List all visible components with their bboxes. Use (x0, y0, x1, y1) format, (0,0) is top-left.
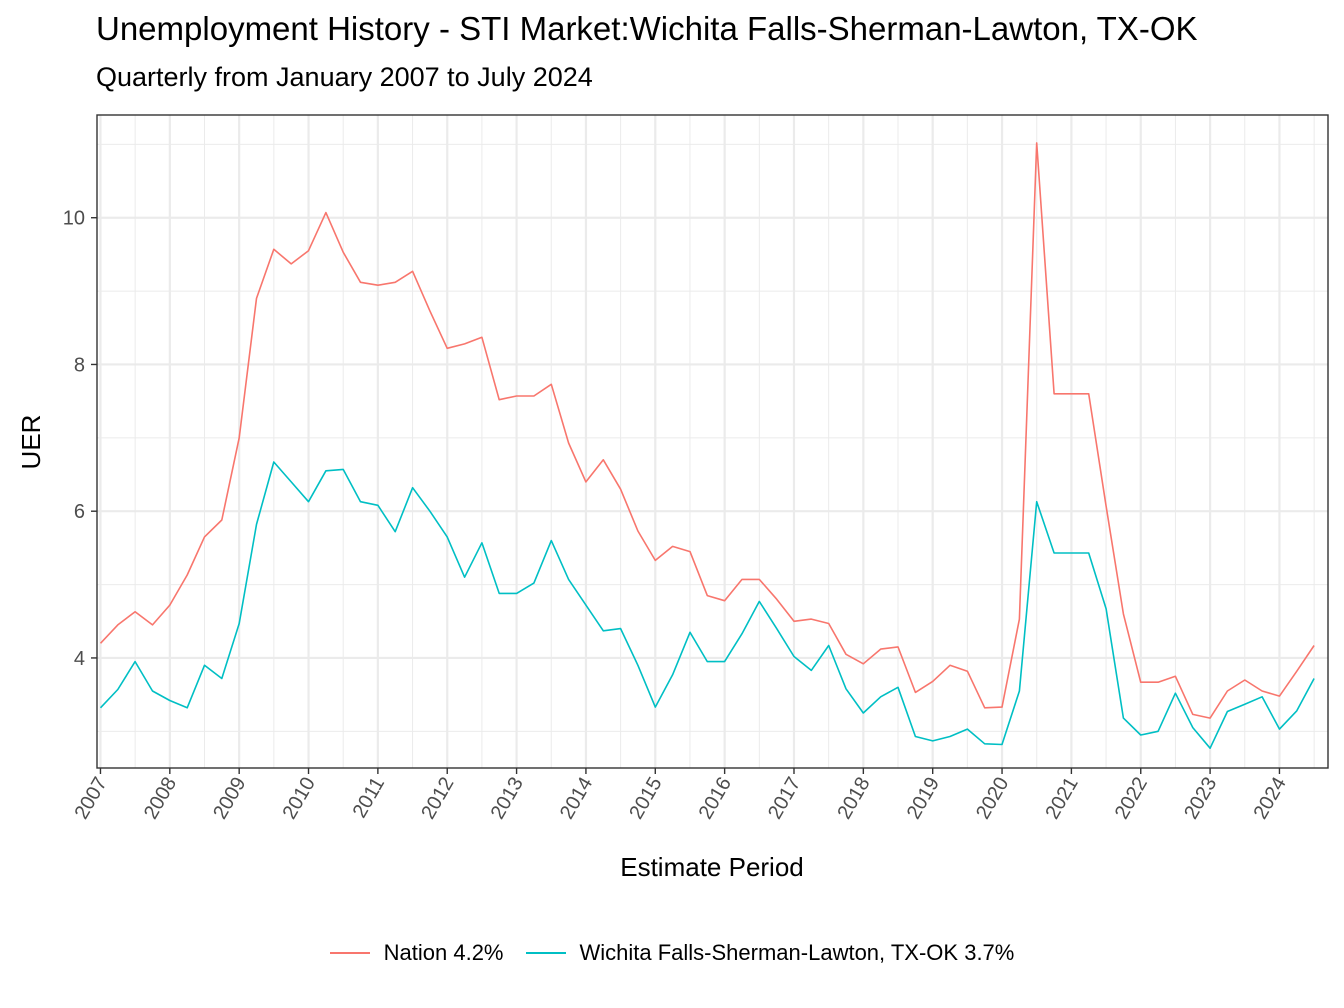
x-tick-label: 2021 (1041, 774, 1082, 824)
y-tick-label: 6 (74, 501, 85, 523)
x-tick-label: 2014 (556, 774, 597, 824)
grid-lines (97, 115, 1328, 768)
x-tick-label: 2019 (903, 774, 944, 824)
x-tick-label: 2024 (1249, 774, 1290, 824)
y-axis-ticks: 4 6 8 10 (63, 208, 97, 670)
y-tick-label: 10 (63, 208, 85, 230)
x-tick-label: 2020 (972, 774, 1013, 824)
x-tick-label: 2017 (764, 774, 805, 824)
x-tick-label: 2012 (417, 774, 458, 824)
x-tick-label: 2022 (1111, 774, 1152, 824)
x-tick-label: 2007 (70, 774, 111, 824)
series-line-nation (99, 142, 1315, 719)
x-tick-label: 2011 (349, 774, 390, 822)
x-axis-title: Estimate Period (620, 852, 804, 882)
y-tick-label: 4 (74, 648, 85, 670)
chart-subtitle: Quarterly from January 2007 to July 2024 (96, 62, 593, 92)
legend-item-market: Wichita Falls-Sherman-Lawton, TX-OK 3.7% (525, 940, 1015, 966)
x-axis-ticks: 2007 2008 2009 2010 2011 2012 2013 2014 2015 2016… (70, 768, 1291, 824)
legend-key-nation (329, 952, 370, 954)
y-axis-title: UER (16, 415, 46, 470)
legend-label-market: Wichita Falls-Sherman-Lawton, TX-OK 3.7% (579, 940, 1015, 965)
x-tick-label: 2010 (279, 774, 320, 824)
legend-item-nation: Nation 4.2% (329, 940, 504, 966)
series-lines (99, 142, 1315, 750)
x-tick-label: 2009 (209, 774, 250, 824)
x-tick-label: 2016 (695, 774, 736, 824)
y-tick-label: 8 (74, 354, 85, 376)
x-tick-label: 2015 (625, 774, 666, 824)
x-tick-label: 2013 (487, 774, 528, 824)
x-tick-label: 2008 (140, 774, 181, 824)
series-line-market (99, 461, 1315, 750)
chart-title: Unemployment History - STI Market:Wichit… (96, 10, 1198, 47)
plot-panel-border (96, 114, 1329, 769)
legend-key-market (525, 952, 566, 954)
legend-label-nation: Nation 4.2% (383, 940, 504, 965)
x-tick-label: 2023 (1180, 774, 1221, 824)
x-tick-label: 2018 (833, 774, 874, 824)
legend: Nation 4.2% Wichita Falls-Sherman-Lawton… (0, 940, 1344, 966)
